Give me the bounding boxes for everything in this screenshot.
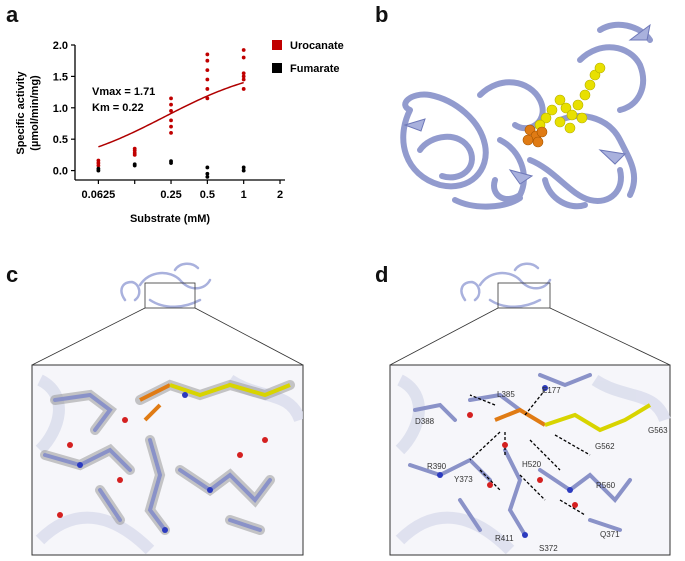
- y-tick-label: 1.5: [53, 71, 68, 83]
- protein-cartoon-overview: [400, 21, 653, 210]
- legend-label-fumarate: Fumarate: [290, 63, 340, 75]
- data-point-urocanate: [96, 163, 101, 168]
- panel-d-inset-box: [497, 282, 551, 309]
- panel-letter-d: d: [375, 262, 389, 287]
- residue-label-r411: R411: [495, 534, 514, 543]
- data-point-urocanate: [132, 146, 137, 151]
- panel-c-zoom-frame: [31, 364, 304, 556]
- data-point-urocanate: [132, 152, 137, 157]
- data-point-urocanate: [241, 74, 246, 79]
- legend-label-urocanate: Urocanate: [290, 40, 344, 52]
- data-point-fumarate: [169, 159, 173, 164]
- residue-label-y373: Y373: [454, 475, 473, 484]
- data-point-urocanate: [169, 124, 173, 129]
- data-point-fumarate: [96, 166, 101, 171]
- x-tick-label: 0.5: [200, 189, 215, 201]
- residue-label-g562: G562: [595, 442, 615, 451]
- data-point-urocanate: [169, 102, 173, 107]
- data-point-urocanate: [205, 87, 210, 91]
- data-point-fumarate: [132, 163, 137, 168]
- panel-letter-b: b: [375, 2, 389, 27]
- residue-label-r390: R390: [427, 462, 447, 471]
- data-point-urocanate: [132, 151, 137, 155]
- data-point-urocanate: [205, 58, 210, 63]
- legend: Urocanate Fumarate: [272, 40, 344, 75]
- data-point-fumarate: [241, 165, 246, 170]
- data-point-urocanate: [205, 52, 210, 57]
- data-point-fumarate: [205, 174, 210, 179]
- data-point-urocanate: [241, 71, 246, 76]
- x-axis-label: Substrate (mM): [130, 213, 210, 225]
- vmax-annotation: Vmax = 1.71: [92, 86, 155, 98]
- x-tick-label: 1: [241, 189, 247, 201]
- data-point-fumarate: [241, 168, 246, 173]
- residue-label-r560: R560: [596, 481, 616, 490]
- data-points: [96, 48, 246, 179]
- data-point-urocanate: [169, 96, 173, 101]
- y-tick-label: 1.0: [53, 103, 68, 115]
- residue-label-e177: E177: [542, 386, 561, 395]
- data-point-urocanate: [241, 77, 246, 82]
- legend-swatch-urocanate: [272, 40, 282, 50]
- data-point-urocanate: [169, 131, 173, 135]
- x-tick-label: 0.0625: [82, 189, 116, 201]
- y-axis-label-line1: Specific activity: [15, 71, 27, 155]
- residue-label-s372: S372: [539, 544, 558, 553]
- data-point-urocanate: [169, 109, 173, 113]
- data-point-urocanate: [241, 55, 246, 60]
- data-point-urocanate: [169, 118, 173, 123]
- x-ticks: 0.0625 0.25 0.5 1 2: [82, 180, 283, 201]
- residue-label-l385: L385: [497, 390, 515, 399]
- chart-root: 0.0 0.5 1.0 1.5 2.0 0.0625 0.25 0.5 1 2 Vmax = 1…: [15, 40, 344, 225]
- data-point-urocanate: [241, 48, 246, 52]
- residue-label-q371: Q371: [600, 530, 620, 539]
- data-point-urocanate: [205, 96, 210, 101]
- y-tick-label: 0.0: [53, 166, 68, 178]
- y-axis-label-line2: (µmol/min/mg): [29, 75, 41, 151]
- residue-label-h520: H520: [522, 460, 542, 469]
- data-point-fumarate: [205, 165, 210, 170]
- data-point-urocanate: [96, 158, 101, 163]
- legend-swatch-fumarate: [272, 63, 282, 73]
- data-point-urocanate: [205, 77, 210, 82]
- data-point-urocanate: [205, 68, 210, 73]
- km-annotation: Km = 0.22: [92, 102, 144, 114]
- x-tick-label: 0.25: [160, 189, 181, 201]
- panel-letter-c: c: [6, 262, 19, 287]
- data-point-fumarate: [205, 171, 210, 176]
- panel-d-zoom-frame: [389, 364, 671, 556]
- y-tick-label: 2.0: [53, 40, 68, 52]
- data-point-fumarate: [96, 168, 101, 173]
- data-point-fumarate: [169, 161, 173, 165]
- michaelis-menten-fit-curve: [98, 81, 244, 148]
- panel-d-zoom: E177 L385 D388 R390 Y373 H520 G562 G563 …: [389, 262, 671, 556]
- data-point-urocanate: [96, 161, 101, 165]
- residue-label-g563: G563: [648, 426, 668, 435]
- panel-letter-a: a: [6, 2, 19, 27]
- panel-c-zoom: [31, 262, 304, 556]
- y-tick-label: 0.5: [53, 134, 68, 146]
- data-point-urocanate: [241, 87, 246, 91]
- data-point-urocanate: [132, 148, 137, 153]
- data-point-fumarate: [132, 162, 137, 167]
- residue-label-d388: D388: [415, 417, 435, 426]
- y-ticks: 0.0 0.5 1.0 1.5 2.0: [53, 40, 75, 178]
- x-tick-label: 2: [277, 189, 283, 201]
- panel-c-inset-box: [144, 282, 196, 309]
